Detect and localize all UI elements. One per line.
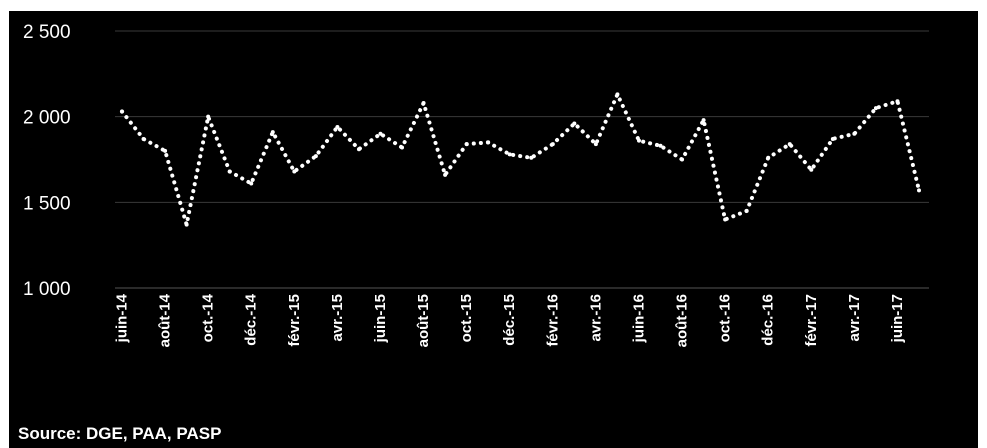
line-chart: 1 000 1 500 2 000 2 500 juin-14 août-14 oct.-… — [23, 22, 929, 347]
series-line — [120, 92, 921, 227]
data-point — [593, 142, 598, 147]
data-point — [550, 142, 555, 147]
data-point — [141, 136, 146, 141]
x-tick-label: août-14 — [157, 293, 174, 347]
x-tick-label: févr.-16 — [544, 294, 561, 347]
x-tick-label: oct.-14 — [200, 293, 217, 342]
data-point — [529, 155, 534, 160]
data-point — [830, 136, 835, 141]
source-note: Source: DGE, PAA, PASP — [18, 424, 222, 443]
data-point — [206, 114, 211, 119]
x-tick-label: avr.-16 — [587, 294, 604, 342]
data-point — [895, 99, 900, 104]
data-point — [744, 208, 749, 213]
data-point — [163, 148, 168, 153]
y-tick-label: 2 500 — [23, 22, 71, 43]
gridlines — [115, 30, 929, 289]
data-point — [120, 109, 124, 114]
data-point — [658, 143, 663, 148]
x-axis-tick-labels: juin-14 août-14 oct.-14 déc.-14 févr.-15 avr.… — [114, 293, 906, 347]
x-tick-label: déc.-16 — [760, 294, 777, 346]
x-tick-label: juin-16 — [630, 294, 647, 343]
data-point — [486, 140, 491, 145]
data-point — [852, 131, 857, 136]
x-tick-label: août-16 — [674, 294, 691, 347]
data-point — [809, 167, 814, 172]
chart-frame: 1 000 1 500 2 000 2 500 juin-14 août-14 oct.-… — [9, 11, 978, 448]
x-tick-label: déc.-14 — [243, 293, 260, 345]
data-point — [184, 222, 189, 227]
data-point — [701, 118, 706, 123]
data-point — [572, 121, 577, 126]
data-point — [249, 181, 254, 186]
data-point — [873, 106, 878, 111]
x-tick-label: juin-15 — [372, 294, 389, 343]
y-tick-label: 1 000 — [23, 279, 71, 300]
data-point — [292, 169, 297, 174]
data-point — [787, 142, 792, 147]
data-point — [270, 130, 275, 135]
x-tick-label: oct.-15 — [458, 294, 475, 342]
y-tick-label: 1 500 — [23, 193, 71, 214]
y-tick-label: 2 000 — [23, 108, 71, 129]
x-tick-label: juin-17 — [889, 294, 906, 343]
y-axis-tick-labels: 1 000 1 500 2 000 2 500 — [23, 22, 71, 300]
x-tick-label: oct.-16 — [717, 294, 734, 342]
x-tick-label: avr.-17 — [846, 294, 863, 342]
data-point — [335, 124, 340, 129]
data-point — [723, 217, 728, 222]
data-point — [313, 154, 318, 159]
data-point — [400, 145, 405, 150]
x-tick-label: août-15 — [415, 294, 432, 347]
data-point — [356, 147, 361, 152]
data-point — [680, 157, 685, 162]
data-series — [120, 92, 921, 227]
data-point — [615, 92, 620, 97]
x-tick-label: déc.-15 — [501, 294, 518, 346]
data-point — [443, 172, 448, 177]
data-point — [507, 152, 512, 157]
x-tick-label: févr.-17 — [803, 294, 820, 347]
x-tick-label: avr.-15 — [329, 294, 346, 342]
data-point — [766, 155, 771, 160]
data-point — [636, 138, 641, 143]
x-tick-label: juin-14 — [114, 293, 131, 343]
data-point — [227, 169, 232, 174]
data-point — [917, 188, 921, 193]
data-point — [378, 131, 383, 136]
data-point — [464, 142, 469, 147]
x-tick-label: févr.-15 — [286, 294, 303, 347]
data-point — [421, 100, 426, 105]
